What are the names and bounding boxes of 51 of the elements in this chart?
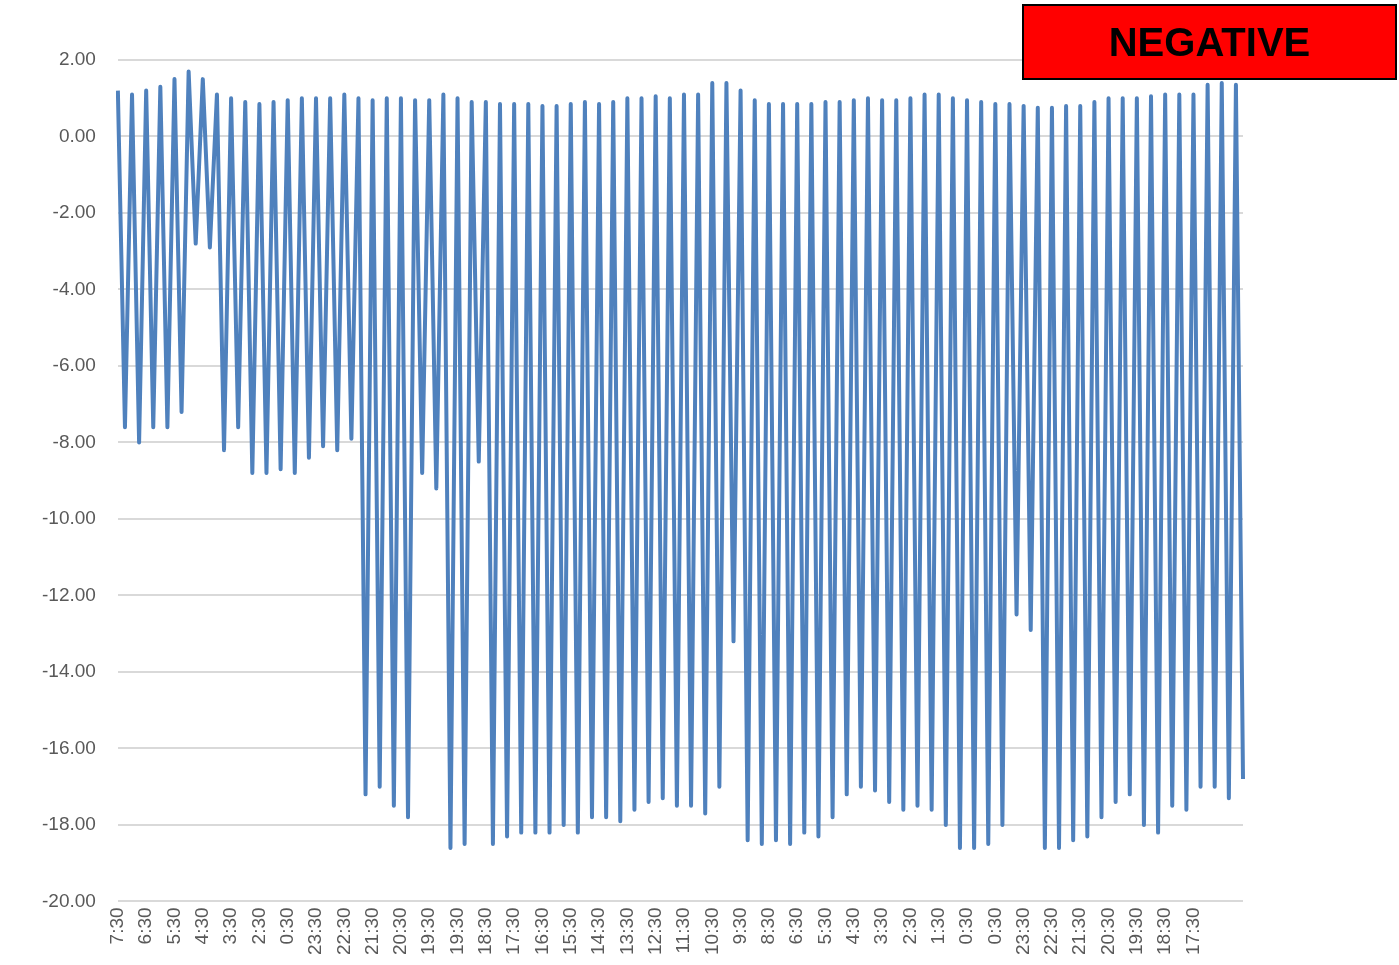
y-tick-label: -20.00: [42, 889, 96, 911]
x-tick-label: 12:30: [643, 907, 665, 955]
y-tick-label: -14.00: [42, 660, 96, 682]
x-tick-label: 21:30: [360, 907, 382, 955]
x-tick-label: 2:30: [898, 907, 920, 945]
x-tick-label: 19:30: [445, 907, 467, 955]
x-tick-label: 10:30: [700, 907, 722, 955]
x-tick-label: 13:30: [615, 907, 637, 955]
x-tick-label: 17:30: [1181, 907, 1203, 955]
x-tick-label: 1:30: [926, 907, 948, 945]
x-tick-label: 6:30: [785, 907, 807, 945]
x-tick-label: 22:30: [1040, 907, 1062, 955]
x-tick-label: 23:30: [1011, 907, 1033, 955]
x-tick-label: 0:30: [955, 907, 977, 945]
x-tick-label: 0:30: [275, 907, 297, 945]
y-tick-label: -6.00: [52, 354, 96, 376]
x-tick-label: 21:30: [1068, 907, 1090, 955]
y-tick-label: -2.00: [52, 201, 96, 223]
y-tick-label: -12.00: [42, 583, 96, 605]
x-tick-label: 20:30: [1096, 907, 1118, 955]
x-tick-label: 16:30: [530, 907, 552, 955]
x-tick-label: 2:30: [247, 907, 269, 945]
y-tick-label: -18.00: [42, 813, 96, 835]
x-tick-label: 19:30: [417, 907, 439, 955]
x-tick-label: 17:30: [502, 907, 524, 955]
x-tick-label: 8:30: [757, 907, 779, 945]
x-tick-label: 5:30: [813, 907, 835, 945]
x-tick-label: 4:30: [191, 907, 213, 945]
x-tick-label: 5:30: [162, 907, 184, 945]
y-tick-label: -4.00: [52, 277, 96, 299]
x-tick-label: 11:30: [672, 907, 694, 954]
x-tick-label: 23:30: [304, 907, 326, 955]
x-tick-label: 0:30: [983, 907, 1005, 945]
x-tick-label: 14:30: [587, 907, 609, 955]
y-tick-label: 0.00: [58, 124, 96, 146]
y-tick-label: -16.00: [42, 736, 96, 758]
x-tick-label: 15:30: [558, 907, 580, 955]
x-tick-label: 18:30: [474, 907, 496, 955]
x-tick-label: 3:30: [219, 907, 241, 945]
x-tick-label: 20:30: [389, 907, 411, 955]
x-tick-label: 6:30: [134, 907, 156, 945]
x-tick-label: 4:30: [842, 907, 864, 945]
x-tick-label: 19:30: [1125, 907, 1147, 955]
x-tick-label: 18:30: [1153, 907, 1175, 955]
y-tick-label: -8.00: [52, 430, 96, 452]
x-tick-label: 7:30: [106, 907, 128, 945]
y-tick-label: -10.00: [42, 507, 96, 529]
x-tick-label: 9:30: [728, 907, 750, 945]
x-tick-label: 3:30: [870, 907, 892, 945]
x-tick-label: 22:30: [332, 907, 354, 955]
y-tick-label: 2.00: [58, 48, 96, 70]
